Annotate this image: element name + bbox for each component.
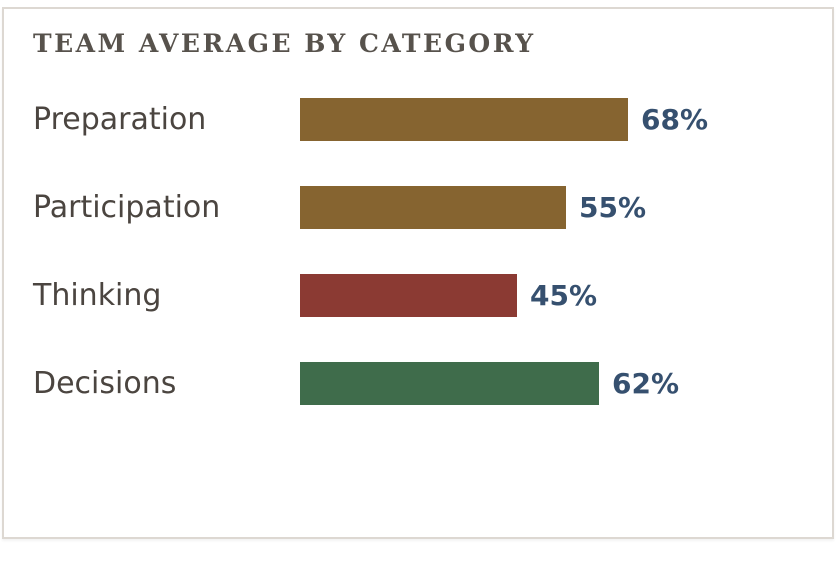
chart-title: TEAM AVERAGE BY CATEGORY (33, 29, 536, 58)
bar-chart: Preparation 68% Participation 55% Thinking 45… (4, 75, 832, 427)
bar-row: Decisions 62% (4, 339, 832, 427)
bar-thinking (300, 273, 517, 317)
value-label: 45% (530, 278, 598, 312)
category-label: Thinking (33, 277, 162, 313)
value-label: 68% (641, 102, 709, 136)
bar-decisions (300, 361, 599, 405)
team-average-card: TEAM AVERAGE BY CATEGORY Preparation 68% P… (2, 7, 834, 539)
category-label: Decisions (33, 365, 177, 401)
bar-row: Preparation 68% (4, 75, 832, 163)
bar-preparation (300, 97, 628, 141)
category-label: Participation (33, 189, 221, 225)
category-label: Preparation (33, 101, 207, 137)
value-label: 55% (579, 190, 647, 224)
bar-row: Participation 55% (4, 163, 832, 251)
bar-participation (300, 185, 566, 229)
value-label: 62% (612, 366, 680, 400)
bar-row: Thinking 45% (4, 251, 832, 339)
